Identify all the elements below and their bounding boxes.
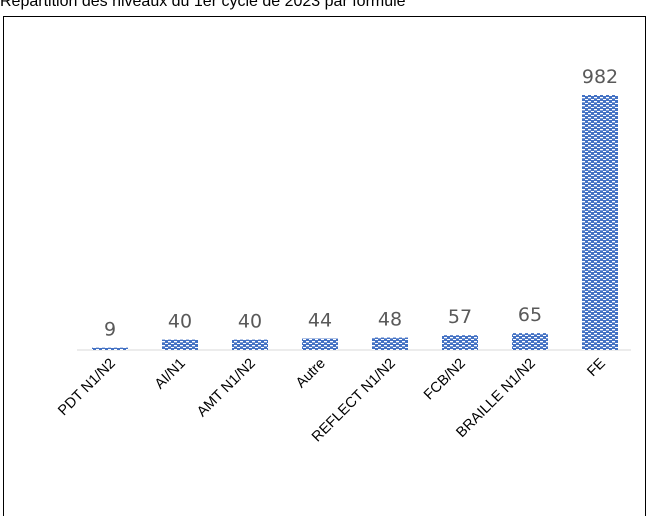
- category-label-6: FCB/N2: [421, 356, 469, 404]
- category-label-1: PDT N1/N2: [55, 356, 119, 420]
- bar-7: [512, 333, 548, 350]
- value-label-6: 57: [448, 306, 472, 328]
- chart-frame: [3, 16, 646, 516]
- category-label-4: Autre: [293, 356, 329, 392]
- value-label-1: 9: [104, 319, 116, 341]
- bar-1: [92, 347, 128, 350]
- bar-3: [232, 339, 268, 350]
- bar-5: [372, 337, 408, 350]
- page-title: Répartition des niveaux du 1er cycle de …: [0, 0, 406, 10]
- category-label-8: FE: [584, 355, 609, 380]
- category-label-3: AMT N1/N2: [194, 356, 259, 421]
- bar-4: [302, 338, 338, 350]
- value-label-2: 40: [168, 311, 192, 333]
- value-label-3: 40: [238, 311, 262, 333]
- value-label-5: 48: [378, 309, 402, 331]
- category-label-2: AI/N1: [152, 356, 189, 393]
- value-label-4: 44: [308, 310, 332, 332]
- value-label-8: 982: [582, 66, 618, 88]
- bar-8: [582, 95, 618, 350]
- bar-2: [162, 339, 198, 350]
- value-label-7: 65: [518, 304, 542, 326]
- bar-6: [442, 335, 478, 350]
